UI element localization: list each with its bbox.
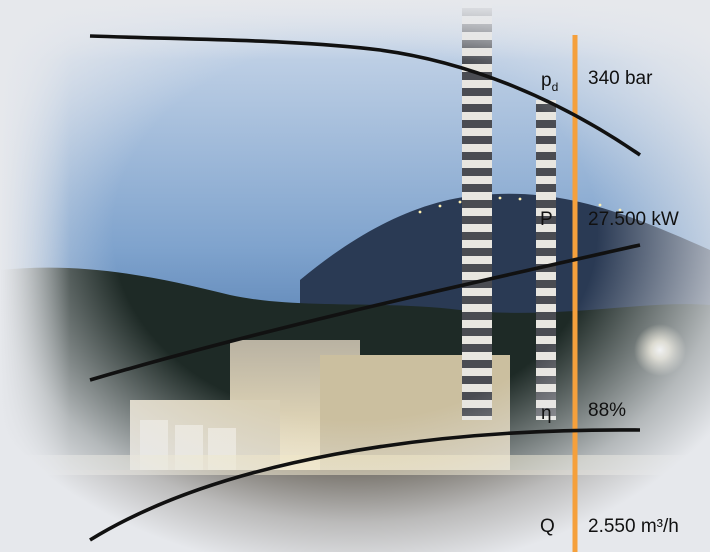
power-value: 27.500 kW [588,209,679,230]
flow-symbol: Q [540,516,555,537]
efficiency-symbol: η [541,403,552,424]
flow-value: 2.550 m³/h [588,516,679,537]
head-curve [89,34,642,157]
pressure-symbol: pd [541,70,559,94]
power-symbol: P [540,209,553,230]
efficiency-curve [89,428,641,542]
power-curve [89,243,641,382]
pressure-value: 340 bar [588,68,653,89]
pressure-subscript: d [551,79,559,94]
efficiency-value: 88% [588,400,627,421]
